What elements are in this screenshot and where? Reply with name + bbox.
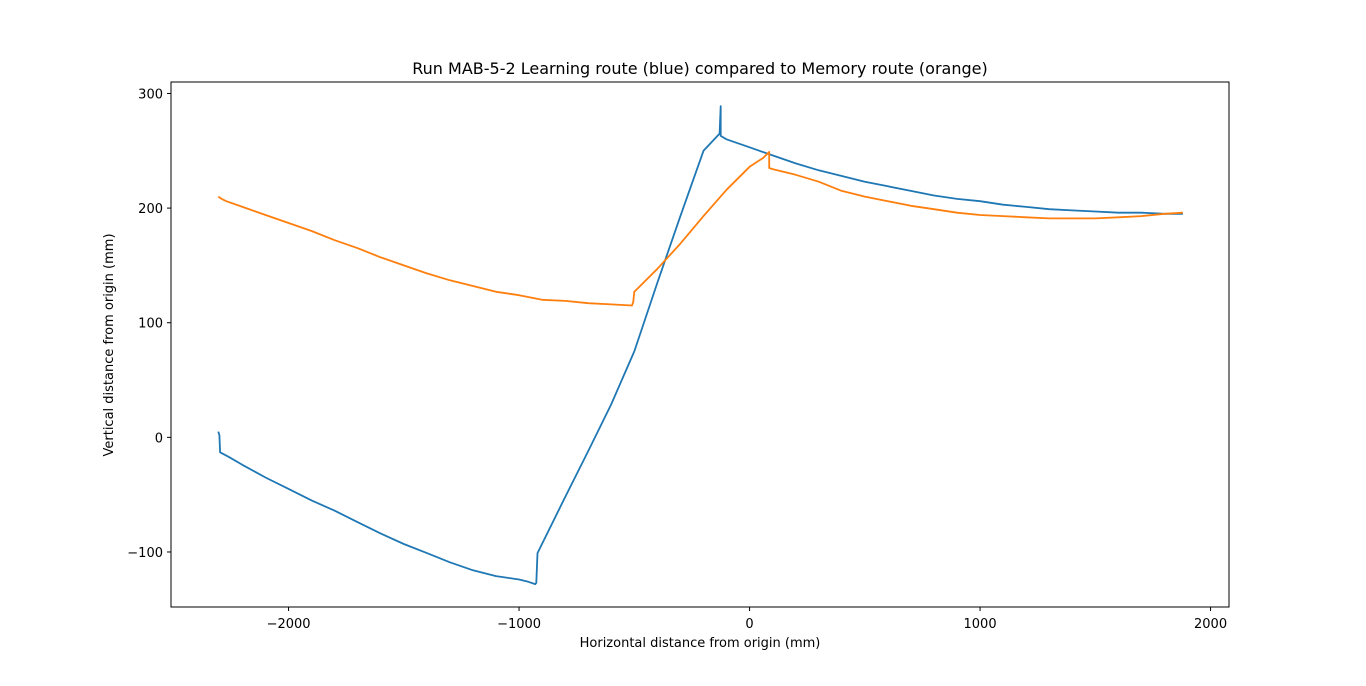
x-tick-label: 2000	[1194, 617, 1227, 632]
y-tick-label: 200	[138, 202, 163, 217]
y-axis-label: Vertical distance from origin (mm)	[102, 233, 117, 456]
plot-frame	[170, 81, 1230, 608]
x-tick-label: 1000	[964, 617, 997, 632]
x-tick-label: −2000	[267, 617, 311, 632]
x-tick-label: −1000	[497, 617, 541, 632]
y-tick-label: 100	[138, 317, 163, 332]
y-tick-label: 300	[138, 87, 163, 102]
series-layer	[217, 105, 1183, 585]
chart-title: Run MAB-5-2 Learning route (blue) compar…	[412, 59, 987, 78]
series-line-1	[217, 151, 1183, 307]
y-tick-label: 0	[155, 431, 163, 446]
x-axis-label: Horizontal distance from origin (mm)	[580, 636, 821, 651]
x-tick-label: 0	[745, 617, 753, 632]
y-tick-label: −100	[127, 546, 163, 561]
series-line-0	[217, 105, 1183, 585]
